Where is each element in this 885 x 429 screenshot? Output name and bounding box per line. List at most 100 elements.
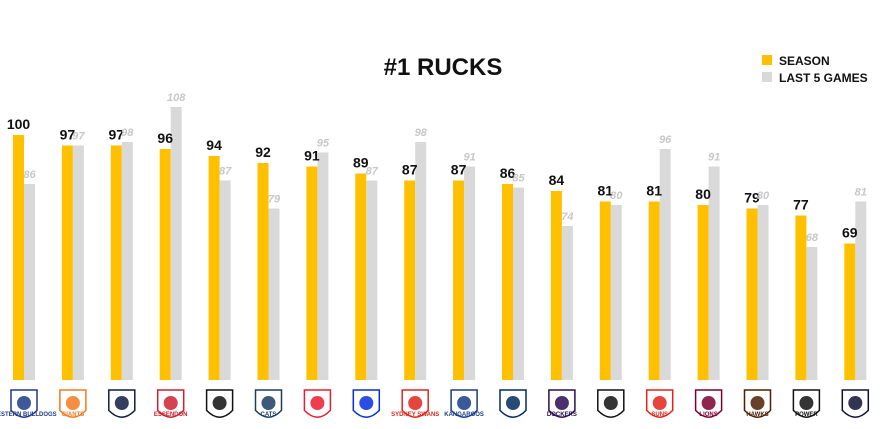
bar-season-17 <box>844 243 856 380</box>
suns-icon: SUNS <box>645 389 674 418</box>
team-logo-text-0: WESTERN BULLDOGS <box>0 412 57 418</box>
team-logo-text-1: GIANTS <box>62 412 85 418</box>
kangaroos-icon: KANGAROOS <box>444 389 484 418</box>
season-value-label-12: 81 <box>598 183 614 199</box>
season-value-label-6: 91 <box>304 148 320 164</box>
bar-season-4 <box>208 156 220 380</box>
season-value-label-8: 87 <box>402 162 418 178</box>
team-logos-group: WESTERN BULLDOGS GIANTS ESSENDON CATS SYDNEY… <box>0 389 870 418</box>
bar-season-14 <box>697 205 709 380</box>
season-value-label-7: 89 <box>353 155 369 171</box>
bar-last5-12 <box>610 205 622 380</box>
bar-last5-0 <box>24 184 35 380</box>
cats-icon: CATS <box>254 389 283 418</box>
team-logo-text-3: ESSENDON <box>154 412 188 418</box>
lions-icon: LIONS <box>694 389 723 418</box>
team-logo-text-15: HAWKS <box>746 412 768 418</box>
bar-season-15 <box>746 208 758 380</box>
bar-last5-17 <box>855 201 867 380</box>
season-value-label-1: 97 <box>60 127 76 143</box>
last5-value-label-11: 74 <box>561 211 573 223</box>
magpies-icon <box>597 389 625 418</box>
legend-label-season: SEASON <box>779 54 830 68</box>
bar-last5-8 <box>415 142 427 380</box>
bar-season-1 <box>61 145 73 380</box>
bar-last5-15 <box>757 205 769 380</box>
bar-last5-4 <box>219 180 231 380</box>
season-value-label-0: 100 <box>7 116 31 132</box>
bar-last5-11 <box>561 226 573 380</box>
bar-season-9 <box>453 180 465 380</box>
carlton-icon <box>108 389 136 418</box>
last5-value-label-16: 68 <box>806 232 819 244</box>
bar-season-6 <box>306 166 318 380</box>
last5-value-label-14: 91 <box>708 152 720 164</box>
bars-group <box>13 107 867 380</box>
legend: SEASON LAST 5 GAMES <box>762 54 868 85</box>
last5-value-label-12: 80 <box>610 190 623 202</box>
last5-value-label-1: 97 <box>72 131 85 143</box>
season-value-label-3: 96 <box>157 130 173 146</box>
last5-value-label-10: 85 <box>512 173 525 185</box>
bar-last5-3 <box>170 107 182 380</box>
team-logo-text-9: KANGAROOS <box>444 412 484 418</box>
bulldogs-icon: WESTERN BULLDOGS <box>0 389 57 418</box>
bar-last5-9 <box>464 166 476 380</box>
bar-season-8 <box>404 180 416 380</box>
season-value-label-4: 94 <box>206 137 222 153</box>
bar-season-16 <box>795 215 807 380</box>
swans-icon: SYDNEY SWANS <box>391 389 439 418</box>
eagles-icon <box>352 389 381 418</box>
bar-last5-1 <box>72 145 84 380</box>
demons-icon <box>841 389 870 418</box>
season-value-label-17: 69 <box>842 225 858 241</box>
dockers-icon: DOCKERS <box>547 389 577 418</box>
last5-value-label-2: 98 <box>121 127 134 139</box>
last5-value-label-8: 98 <box>415 127 428 139</box>
bar-season-12 <box>599 201 611 380</box>
giants-icon: GIANTS <box>59 389 87 418</box>
last5-value-label-3: 108 <box>167 92 186 104</box>
last5-value-label-4: 87 <box>219 166 232 178</box>
tigers-icon <box>205 389 234 418</box>
bar-last5-14 <box>708 166 720 380</box>
last5-value-label-15: 80 <box>757 190 770 202</box>
essendon-icon: ESSENDON <box>154 389 188 418</box>
bar-season-7 <box>355 173 367 380</box>
bar-last5-13 <box>659 149 671 380</box>
season-value-label-10: 86 <box>500 165 516 181</box>
bar-last5-7 <box>366 180 378 380</box>
bar-season-0 <box>13 135 24 380</box>
saints-icon <box>303 389 332 418</box>
last5-value-label-6: 95 <box>317 138 330 150</box>
chart-title: #1 RUCKS <box>384 54 503 81</box>
bar-last5-5 <box>268 208 280 380</box>
season-value-label-14: 80 <box>695 186 711 202</box>
last5-value-label-17: 81 <box>855 187 867 199</box>
team-logo-text-16: POWER <box>795 412 818 418</box>
team-logo-text-8: SYDNEY SWANS <box>391 412 439 418</box>
season-value-label-11: 84 <box>549 172 565 188</box>
season-value-label-9: 87 <box>451 162 467 178</box>
season-value-label-2: 97 <box>109 127 125 143</box>
bar-season-5 <box>257 163 269 380</box>
team-logo-text-14: LIONS <box>699 412 717 418</box>
bar-season-2 <box>110 145 122 380</box>
bar-last5-6 <box>317 152 329 380</box>
team-logo-text-11: DOCKERS <box>547 412 577 418</box>
last5-value-label-13: 96 <box>659 134 672 146</box>
season-value-label-16: 77 <box>793 197 809 213</box>
last5-value-label-0: 86 <box>23 169 36 181</box>
season-value-label-5: 92 <box>255 144 271 160</box>
bar-last5-10 <box>513 187 524 380</box>
bar-last5-2 <box>121 142 133 380</box>
legend-swatch-season <box>762 55 772 65</box>
team-logo-text-5: CATS <box>261 412 277 418</box>
last5-value-label-9: 91 <box>463 152 475 164</box>
power-icon: POWER <box>792 389 821 418</box>
legend-swatch-last5 <box>762 72 772 82</box>
last5-value-label-5: 79 <box>268 194 281 206</box>
crows-icon <box>499 389 527 418</box>
